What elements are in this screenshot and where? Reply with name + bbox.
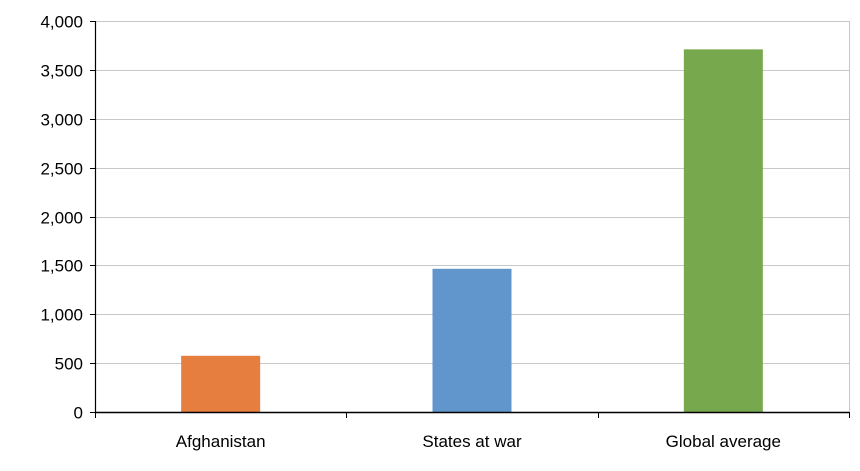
y-tick-label: 2,000 <box>40 209 83 228</box>
x-tick-label: States at war <box>422 432 522 451</box>
bars <box>181 49 763 412</box>
y-tick-label: 1,000 <box>40 306 83 325</box>
y-tick-label: 500 <box>55 355 83 374</box>
gridlines <box>95 21 850 412</box>
y-tick-label: 2,500 <box>40 160 83 179</box>
y-tick-labels: 0 500 1,000 1,500 2,000 2,500 3,000 3,500 4,000 <box>40 13 83 423</box>
y-tick-label: 0 <box>74 404 83 423</box>
bar-afghanistan <box>181 355 261 412</box>
bar-global-average <box>683 49 763 412</box>
y-tick-label: 4,000 <box>40 13 83 32</box>
y-tick-label: 3,000 <box>40 111 83 130</box>
x-tick-labels: Afghanistan States at war Global average <box>176 432 781 451</box>
bar-states-at-war <box>432 268 512 412</box>
y-tick-label: 1,500 <box>40 257 83 276</box>
axes <box>90 21 850 418</box>
y-tick-label: 3,500 <box>40 62 83 81</box>
x-tick-label: Global average <box>666 432 781 451</box>
x-tick-label: Afghanistan <box>176 432 266 451</box>
